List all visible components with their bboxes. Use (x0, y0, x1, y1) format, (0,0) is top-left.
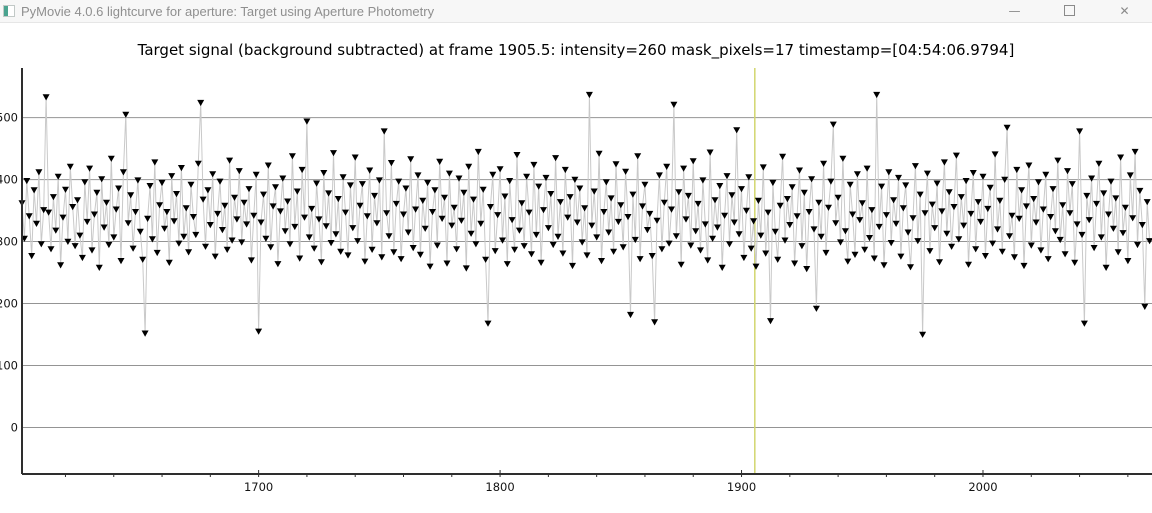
minimize-icon: — (1008, 4, 1021, 18)
y-tick-label: 100 (0, 359, 18, 373)
lightcurve-chart[interactable]: 0 100 200 300 400 500 1700 1800 1900 2000 (0, 23, 1152, 513)
lightcurve-markers (18, 91, 1152, 338)
minimize-button[interactable]: — (987, 0, 1042, 23)
y-tick-label: 500 (0, 111, 18, 125)
maximize-button[interactable] (1042, 0, 1097, 23)
x-tick-label: 2000 (968, 480, 997, 494)
window-titlebar[interactable]: PyMovie 4.0.6 lightcurve for aperture: T… (0, 0, 1152, 23)
chart-title: Target signal (background subtracted) at… (137, 41, 1015, 59)
x-tick-label: 1700 (244, 480, 273, 494)
window-title: PyMovie 4.0.6 lightcurve for aperture: T… (21, 3, 435, 19)
plot-region: Target signal (background subtracted) at… (0, 23, 1152, 513)
maximize-icon (1064, 5, 1075, 16)
x-tick-label: 1900 (727, 480, 756, 494)
x-tick-label: 1800 (485, 480, 514, 494)
close-icon: ✕ (1119, 4, 1130, 18)
lightcurve-line (21, 94, 1151, 335)
window-controls: — ✕ (987, 0, 1152, 23)
y-tick-label: 400 (0, 173, 18, 187)
y-tick-label: 0 (11, 421, 18, 435)
y-tick-label: 300 (0, 235, 18, 249)
y-tick-label: 200 (0, 297, 18, 311)
close-button[interactable]: ✕ (1097, 0, 1152, 23)
app-icon (3, 5, 15, 17)
